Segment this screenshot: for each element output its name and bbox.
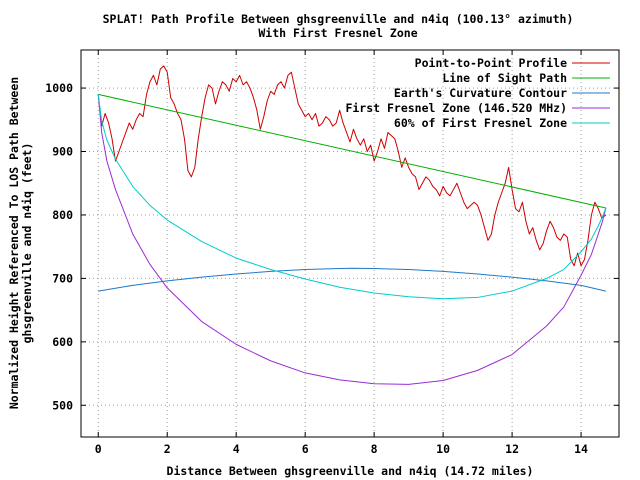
legend-label: Point-to-Point Profile [415, 56, 567, 70]
y-axis-label-line-2: ghsgreenville and n4iq (feet) [20, 143, 34, 344]
x-tick-label: 6 [302, 442, 309, 456]
legend-label: 60% of First Fresnel Zone [394, 116, 567, 130]
series-line-60-of-first-fresnel-zone [97, 94, 607, 300]
series-group [97, 65, 607, 385]
y-axis-label-line-1: Normalized Height Referenced To LOS Path… [7, 77, 21, 409]
y-tick-label: 700 [52, 271, 73, 285]
y-tick-label: 500 [52, 398, 73, 412]
x-tick-label: 2 [164, 442, 171, 456]
chart-subtitle: With First Fresnel Zone [258, 26, 417, 40]
legend-label: Earth's Curvature Contour [394, 86, 567, 100]
series-line-first-fresnel-zone-146-520-mhz [97, 94, 607, 385]
plot-frame [80, 49, 620, 438]
x-axis-label: Distance Between ghsgreenville and n4iq … [167, 464, 534, 478]
x-tick-label: 14 [574, 442, 588, 456]
y-tick-label: 800 [52, 208, 73, 222]
series-line-line-of-sight-path [98, 93, 606, 209]
y-tick-label: 900 [52, 145, 73, 159]
series-line-earth-s-curvature-contour [98, 267, 607, 292]
y-tick-label: 1000 [45, 81, 73, 95]
x-tick-label: 10 [436, 442, 450, 456]
grid [81, 50, 619, 437]
x-tick-label: 8 [371, 442, 378, 456]
x-tick-label: 4 [233, 442, 240, 456]
y-tick-label: 600 [52, 335, 73, 349]
legend-label: Line of Sight Path [442, 71, 567, 85]
x-tick-label: 0 [95, 442, 102, 456]
series-line-point-to-point-profile [97, 65, 607, 267]
axis-ticks: 0 2 4 6 8 10 12 14 500 600 700 800 900 1000 [45, 50, 619, 456]
legend-label: First Fresnel Zone (146.520 MHz) [345, 101, 567, 115]
x-tick-label: 12 [505, 442, 519, 456]
chart-title: SPLAT! Path Profile Between ghsgreenvill… [103, 12, 574, 26]
